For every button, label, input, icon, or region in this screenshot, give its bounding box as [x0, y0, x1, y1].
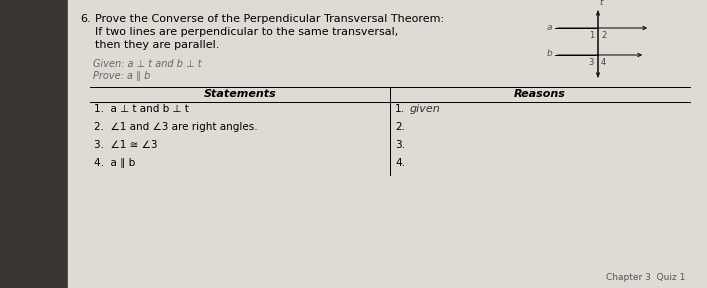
Text: given: given [410, 104, 440, 114]
Text: 4.: 4. [395, 158, 405, 168]
Text: 1: 1 [589, 31, 594, 40]
Text: t: t [599, 0, 602, 7]
Text: Statements: Statements [204, 89, 276, 99]
Text: 2.: 2. [395, 122, 405, 132]
Text: a: a [547, 22, 552, 31]
Text: 3.  ∠1 ≅ ∠3: 3. ∠1 ≅ ∠3 [94, 140, 158, 150]
Text: 6.: 6. [80, 14, 90, 24]
Text: 4: 4 [601, 58, 606, 67]
Text: If two lines are perpendicular to the same transversal,: If two lines are perpendicular to the sa… [95, 27, 398, 37]
Text: 3: 3 [589, 58, 594, 67]
Text: 2.  ∠1 and ∠3 are right angles.: 2. ∠1 and ∠3 are right angles. [94, 122, 257, 132]
Text: 4.  a ∥ b: 4. a ∥ b [94, 158, 135, 168]
Bar [0, 0, 68, 288]
Text: then they are parallel.: then they are parallel. [95, 40, 219, 50]
Text: 1.  a ⊥ t and b ⊥ t: 1. a ⊥ t and b ⊥ t [94, 104, 189, 114]
Text: Prove the Converse of the Perpendicular Transversal Theorem:: Prove the Converse of the Perpendicular … [95, 14, 444, 24]
Text: Prove: a ∥ b: Prove: a ∥ b [93, 71, 151, 81]
Text: 3.: 3. [395, 140, 405, 150]
Text: Given: a ⊥ t and b ⊥ t: Given: a ⊥ t and b ⊥ t [93, 59, 201, 69]
Text: Chapter 3  Quiz 1: Chapter 3 Quiz 1 [606, 273, 685, 282]
Text: 2: 2 [601, 31, 606, 40]
Text: 1.: 1. [395, 104, 405, 114]
Text: Reasons: Reasons [514, 89, 566, 99]
Text: b: b [547, 50, 552, 58]
